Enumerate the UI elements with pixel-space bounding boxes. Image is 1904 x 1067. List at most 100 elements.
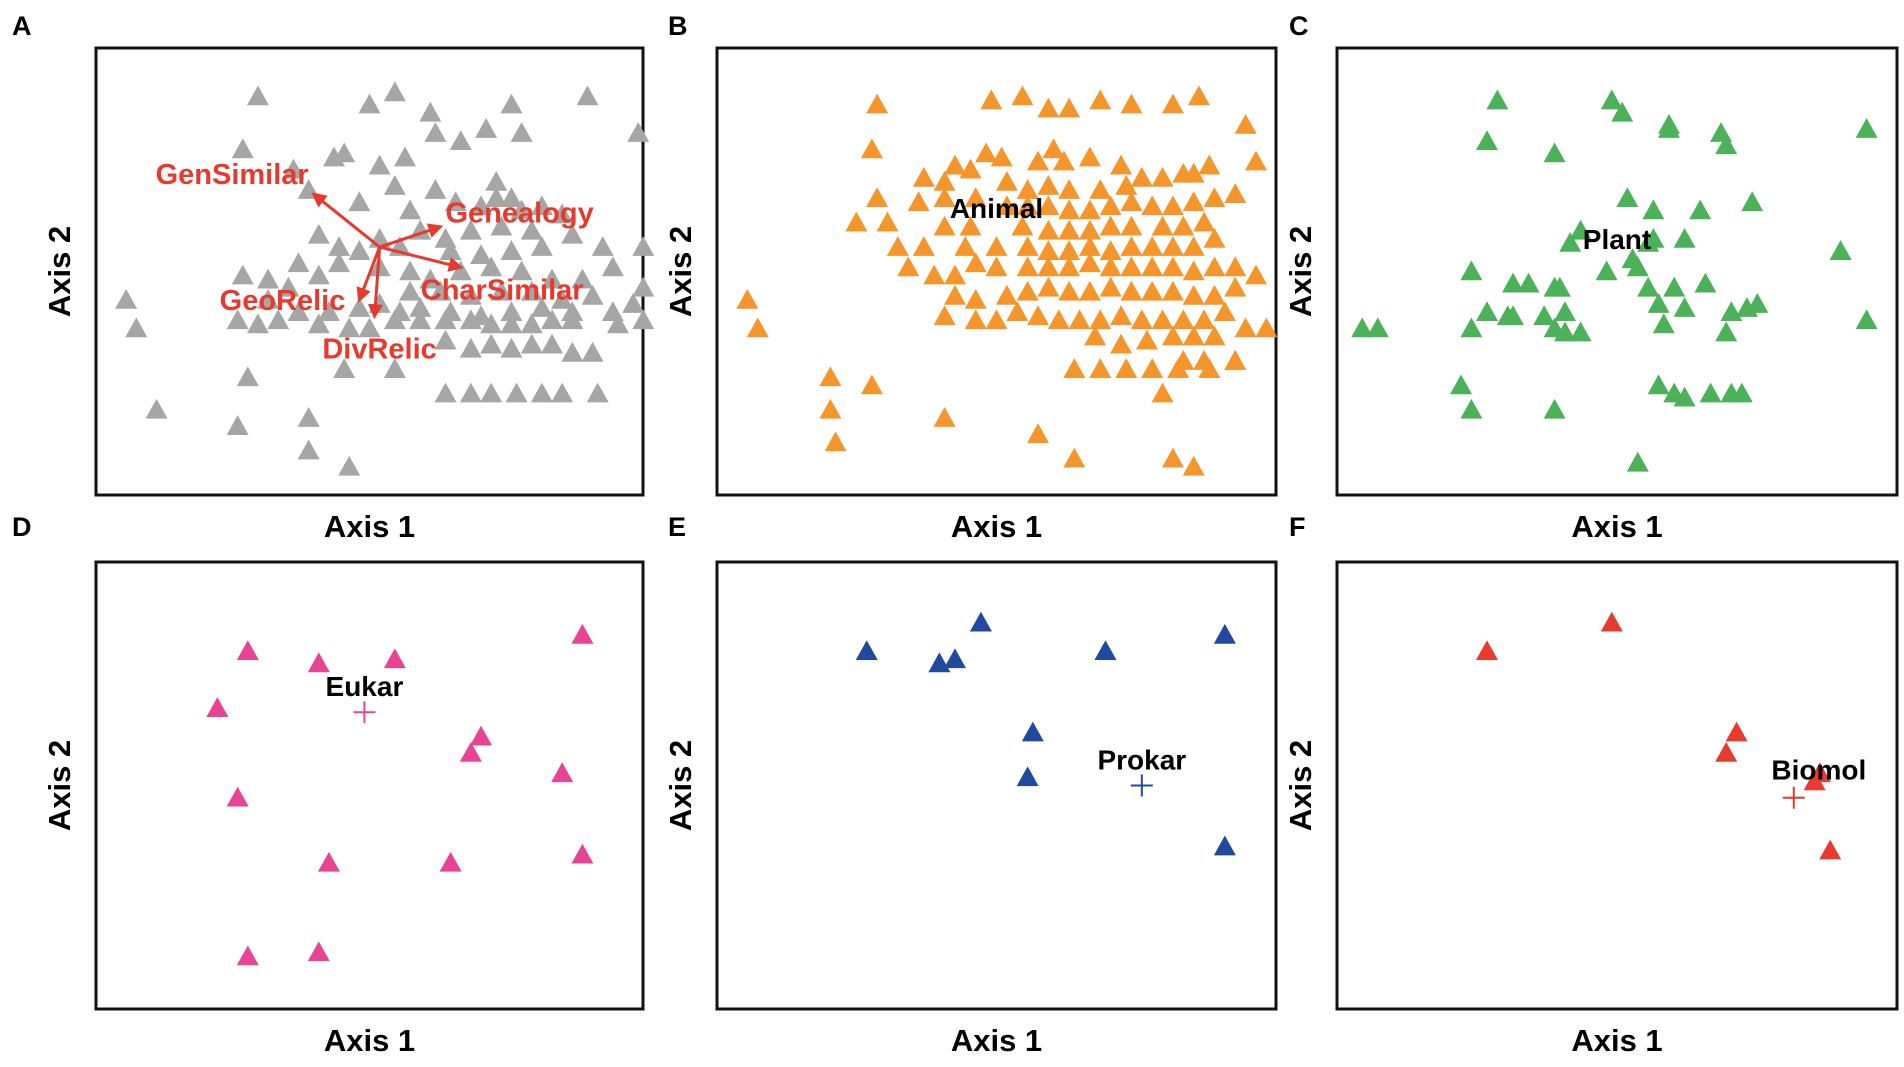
data-point — [746, 317, 769, 338]
plot-frame — [94, 560, 645, 1011]
data-point — [1725, 721, 1748, 742]
vector-arrow — [367, 246, 383, 320]
data-point — [1078, 252, 1101, 273]
data-point — [383, 81, 406, 102]
data-point — [500, 301, 523, 321]
data-point — [520, 280, 543, 301]
panel-d: D Axis 1 Axis 2 Eukar — [12, 512, 645, 1058]
data-point — [541, 309, 564, 330]
data-point — [1037, 219, 1060, 240]
data-point — [500, 93, 523, 114]
data-point — [1554, 321, 1576, 342]
data-point — [1120, 256, 1143, 277]
data-point — [933, 305, 956, 326]
data-point — [459, 309, 482, 330]
data-point — [1673, 297, 1696, 317]
data-point — [985, 309, 1008, 330]
data-point — [1058, 240, 1081, 260]
data-point — [530, 382, 553, 403]
data-point — [236, 945, 259, 966]
vector-label: CharSimilar — [421, 274, 584, 306]
data-point — [1037, 256, 1060, 277]
data-point — [1151, 215, 1174, 236]
data-point — [125, 317, 148, 338]
data-point — [1689, 199, 1712, 220]
data-point — [561, 223, 584, 244]
data-point — [1110, 333, 1133, 354]
panel-letter: E — [668, 512, 686, 542]
data-point — [1187, 85, 1210, 106]
y-axis-label: Axis 2 — [1283, 226, 1318, 317]
data-point — [434, 382, 457, 403]
data-point — [399, 260, 422, 281]
vector-arrow — [356, 246, 382, 303]
data-point — [1647, 293, 1670, 313]
data-point — [1203, 325, 1226, 346]
data-point — [601, 256, 624, 277]
panel-letter: B — [668, 11, 688, 41]
data-point — [333, 358, 356, 378]
data-point — [480, 333, 503, 354]
data-point — [1255, 317, 1278, 338]
data-point — [1652, 313, 1675, 334]
data-point — [933, 187, 956, 208]
data-point — [1234, 317, 1257, 338]
data-point — [500, 187, 523, 208]
data-point — [1078, 146, 1101, 167]
data-point — [297, 407, 320, 427]
data-point — [1658, 118, 1680, 138]
data-point — [1151, 309, 1174, 330]
data-point — [1182, 191, 1205, 212]
data-point — [1460, 260, 1483, 281]
data-point — [1161, 236, 1184, 256]
data-point — [1058, 280, 1081, 301]
data-point — [1720, 301, 1743, 321]
data-point — [1089, 179, 1112, 199]
y-axis-label: Axis 2 — [42, 740, 77, 831]
data-point — [1161, 93, 1184, 114]
data-point — [1172, 215, 1195, 236]
data-point — [1016, 195, 1039, 216]
data-point — [1694, 272, 1717, 293]
data-point — [1213, 623, 1236, 644]
data-point — [1673, 227, 1696, 248]
data-point — [1089, 309, 1112, 330]
data-point — [1548, 276, 1571, 297]
data-point — [1182, 325, 1205, 346]
data-point — [500, 240, 523, 260]
panel-f: F Axis 1 Axis 2 Biomol — [1283, 512, 1899, 1058]
y-axis-label: Axis 2 — [663, 740, 698, 831]
data-point — [500, 313, 523, 334]
data-point — [1027, 423, 1050, 444]
data-point — [1213, 835, 1236, 856]
data-point — [338, 455, 361, 476]
data-point — [571, 268, 594, 289]
data-point — [1476, 301, 1498, 321]
data-point — [236, 640, 259, 660]
y-axis-label: Axis 2 — [663, 226, 698, 317]
data-point — [1642, 199, 1665, 220]
data-point — [1006, 301, 1029, 321]
vector-label: GenSimilar — [156, 159, 309, 191]
data-point — [368, 293, 391, 313]
data-point — [1016, 236, 1039, 256]
data-point — [500, 337, 523, 358]
data-point — [475, 118, 498, 138]
group-label: Biomol — [1771, 755, 1866, 786]
data-point — [1172, 309, 1195, 330]
data-point — [1224, 350, 1247, 370]
data-point — [383, 358, 406, 378]
data-point — [409, 309, 432, 330]
data-point — [1543, 398, 1566, 419]
data-point — [551, 288, 574, 309]
data-point — [307, 652, 330, 673]
data-point — [1476, 640, 1498, 660]
data-point — [1715, 321, 1738, 342]
data-point — [470, 725, 493, 746]
data-point — [231, 264, 254, 285]
data-point — [819, 366, 842, 387]
data-point — [348, 297, 371, 317]
data-point — [236, 366, 259, 387]
data-point — [1642, 227, 1665, 248]
data-point — [307, 264, 330, 285]
